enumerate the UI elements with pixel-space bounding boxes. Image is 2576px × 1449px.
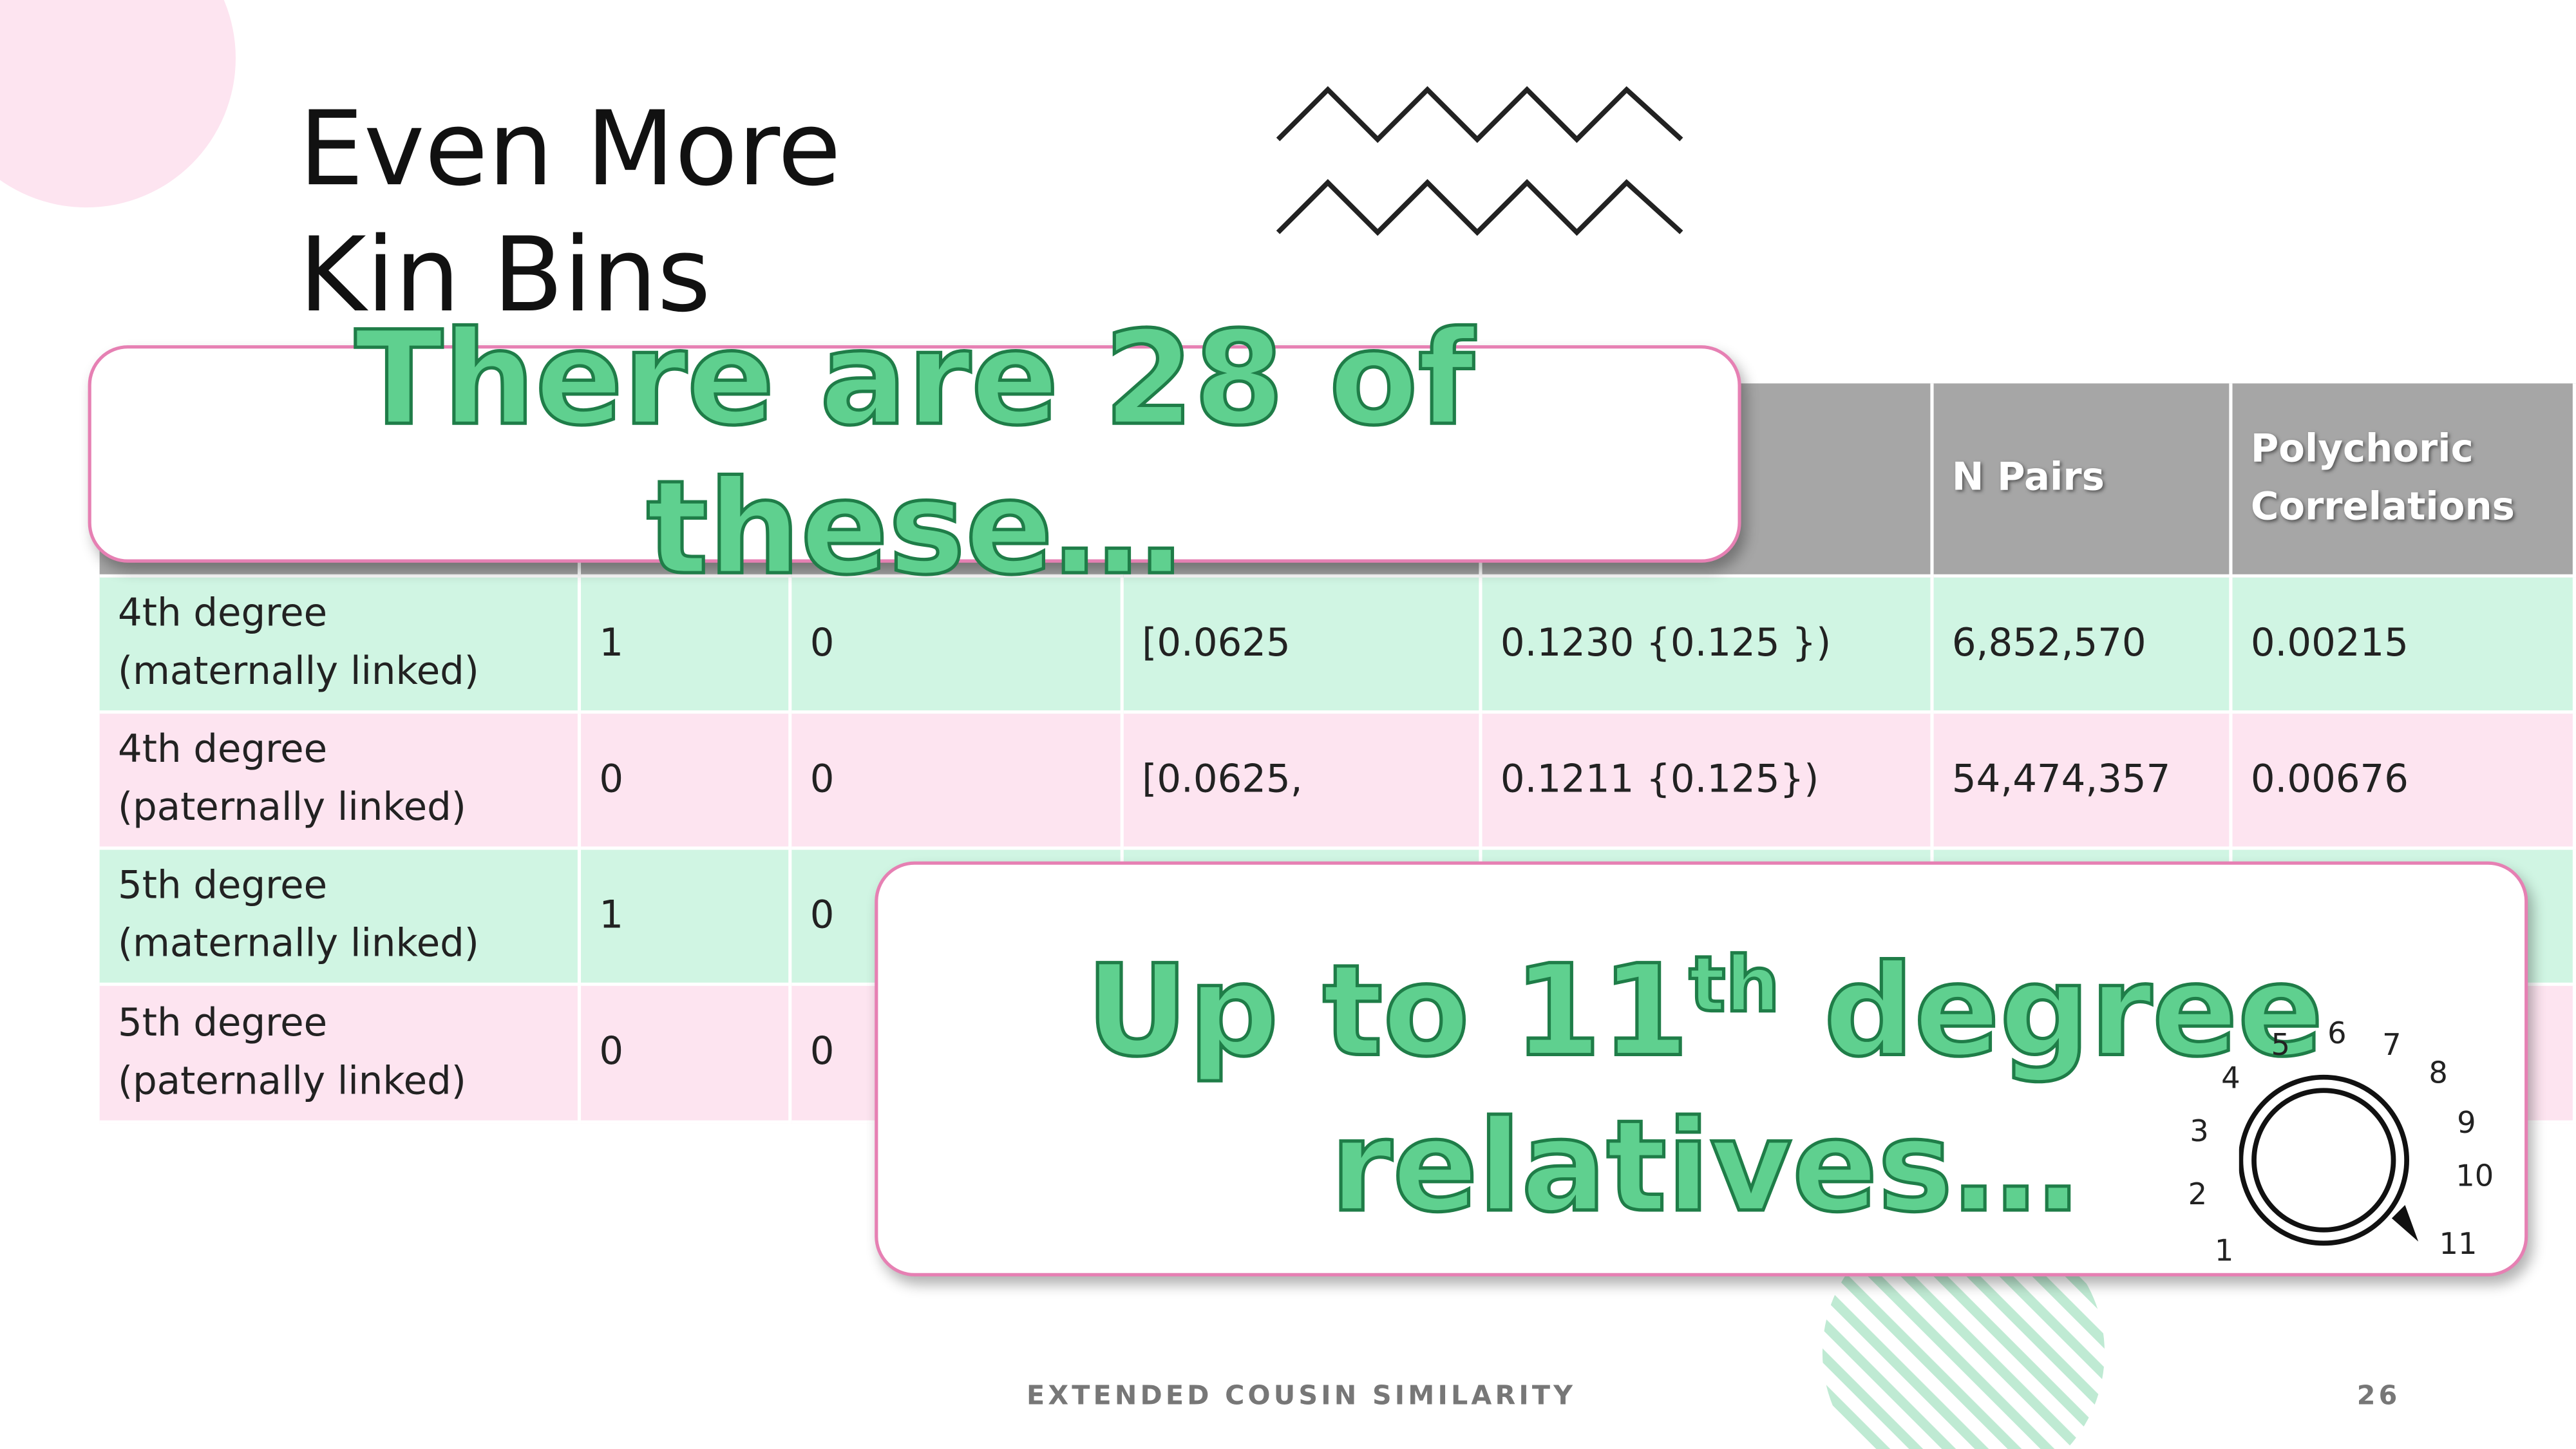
zigzag (1276, 179, 1683, 236)
dial-label: 7 (2382, 1028, 2401, 1063)
title-line: Even More (298, 88, 841, 209)
table-cell: 5th degree (paternally linked) (99, 985, 582, 1124)
dial-label: 9 (2457, 1106, 2476, 1141)
callout-text-part: Up to 11 (1084, 935, 1691, 1086)
table-cell: [0.0625 (1123, 577, 1482, 714)
page-number: 26 (2356, 1379, 2401, 1411)
table-cell: 54,474,357 (1933, 714, 2233, 850)
dial-label: 2 (2188, 1177, 2208, 1213)
table-cell: 0 (581, 985, 792, 1124)
table-cell: 0 (791, 714, 1124, 850)
dial-label: 6 (2327, 1016, 2347, 1052)
table-cell: 0.1230 {0.125 }) (1482, 577, 1934, 714)
table-cell: 0.00676 (2232, 714, 2576, 850)
title-line: Kin Bins (298, 214, 711, 336)
pink-circle (0, 0, 236, 208)
dial-label: 8 (2429, 1056, 2448, 1092)
table-cell: 4th degree (maternally linked) (99, 577, 582, 714)
table-cell: 5th degree (maternally linked) (99, 849, 582, 986)
table-cell: [0.0625, (1123, 714, 1482, 850)
dial-label: 4 (2221, 1061, 2240, 1097)
table-cell: 0 (791, 577, 1124, 714)
title: Even More Kin Bins (299, 86, 841, 339)
header-cell: N Pairs (1933, 383, 2233, 578)
zigzag (1276, 86, 1683, 143)
table-cell: 0.1211 {0.125}) (1482, 714, 1934, 850)
dial-label: 5 (2271, 1028, 2290, 1063)
dial-label: 1 (2214, 1234, 2234, 1269)
callout-text: Up to 11th degree (878, 901, 2531, 1094)
callout-text: relatives… (1329, 1090, 2081, 1242)
table-cell: 1 (581, 849, 792, 986)
dial-label: 11 (2439, 1227, 2477, 1263)
table-cell: 0.00215 (2232, 577, 2576, 714)
footer: EXTENDED COUSIN SIMILARITY (1026, 1379, 1577, 1411)
table-cell: 4th degree (paternally linked) (99, 714, 582, 850)
dial (2239, 1074, 2419, 1246)
callout-superscript: th (1687, 938, 1781, 1030)
table-cell: 1 (581, 577, 792, 714)
callout: There are 28 of these… (88, 303, 1741, 605)
table-cell: 0 (581, 714, 792, 850)
table-cell: 6,852,570 (1933, 577, 2233, 714)
callout-text: There are 28 of these… (353, 303, 1476, 605)
header-cell: Polychoric Correlations (2232, 383, 2576, 578)
callout-text-part: degree (1779, 935, 2325, 1086)
dial-label: 10 (2456, 1159, 2494, 1195)
callout: Up to 11th degree relatives… 1 2 3 4 5 6 7 8 9 10… (875, 861, 2531, 1276)
dial-label: 3 (2190, 1114, 2209, 1150)
